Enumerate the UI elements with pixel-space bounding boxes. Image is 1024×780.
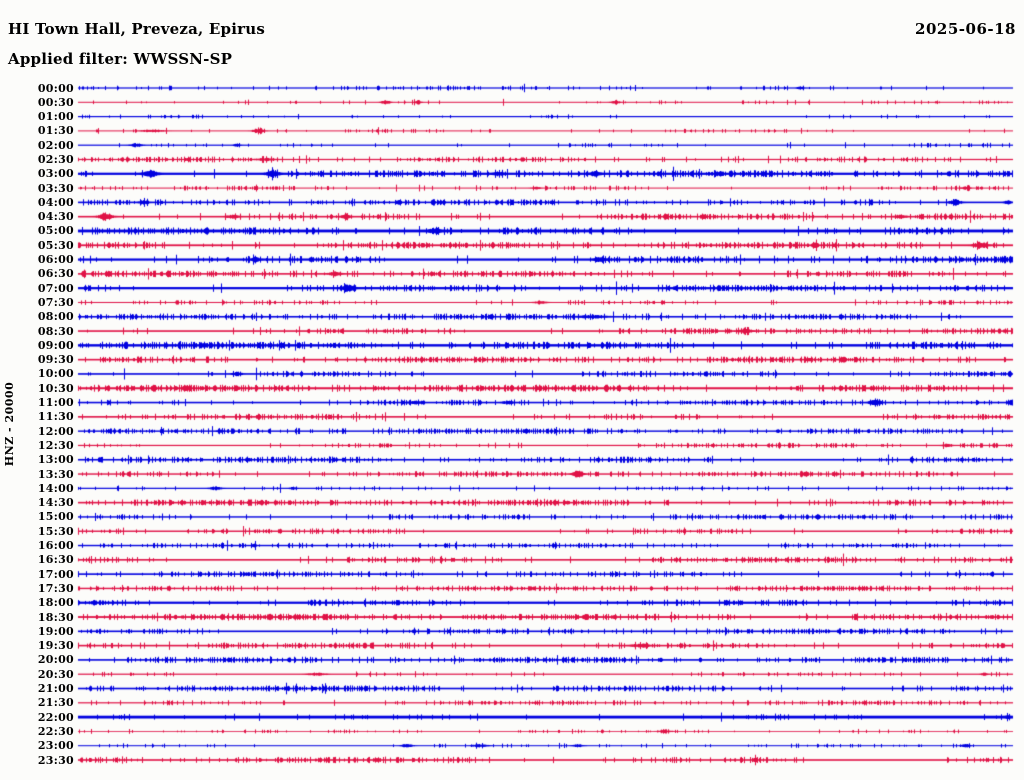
helicorder-traces-canvas	[0, 0, 1024, 780]
helicorder-page: HI Town Hall, Preveza, Epirus 2025-06-18…	[0, 0, 1024, 780]
